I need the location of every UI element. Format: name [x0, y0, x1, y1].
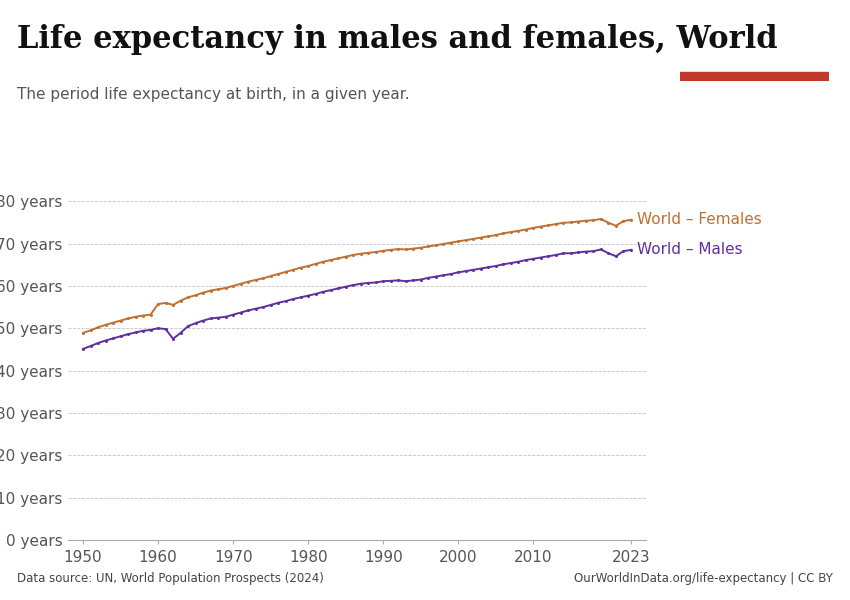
- Text: The period life expectancy at birth, in a given year.: The period life expectancy at birth, in …: [17, 87, 410, 102]
- Text: OurWorldInData.org/life-expectancy | CC BY: OurWorldInData.org/life-expectancy | CC …: [574, 572, 833, 585]
- Text: World – Males: World – Males: [637, 242, 743, 257]
- Text: World – Females: World – Females: [637, 212, 762, 227]
- Text: Data source: UN, World Population Prospects (2024): Data source: UN, World Population Prospe…: [17, 572, 324, 585]
- Text: Life expectancy in males and females, World: Life expectancy in males and females, Wo…: [17, 24, 778, 55]
- Bar: [680, 71, 829, 81]
- Text: Our World: Our World: [719, 29, 790, 42]
- Text: in Data: in Data: [729, 50, 779, 64]
